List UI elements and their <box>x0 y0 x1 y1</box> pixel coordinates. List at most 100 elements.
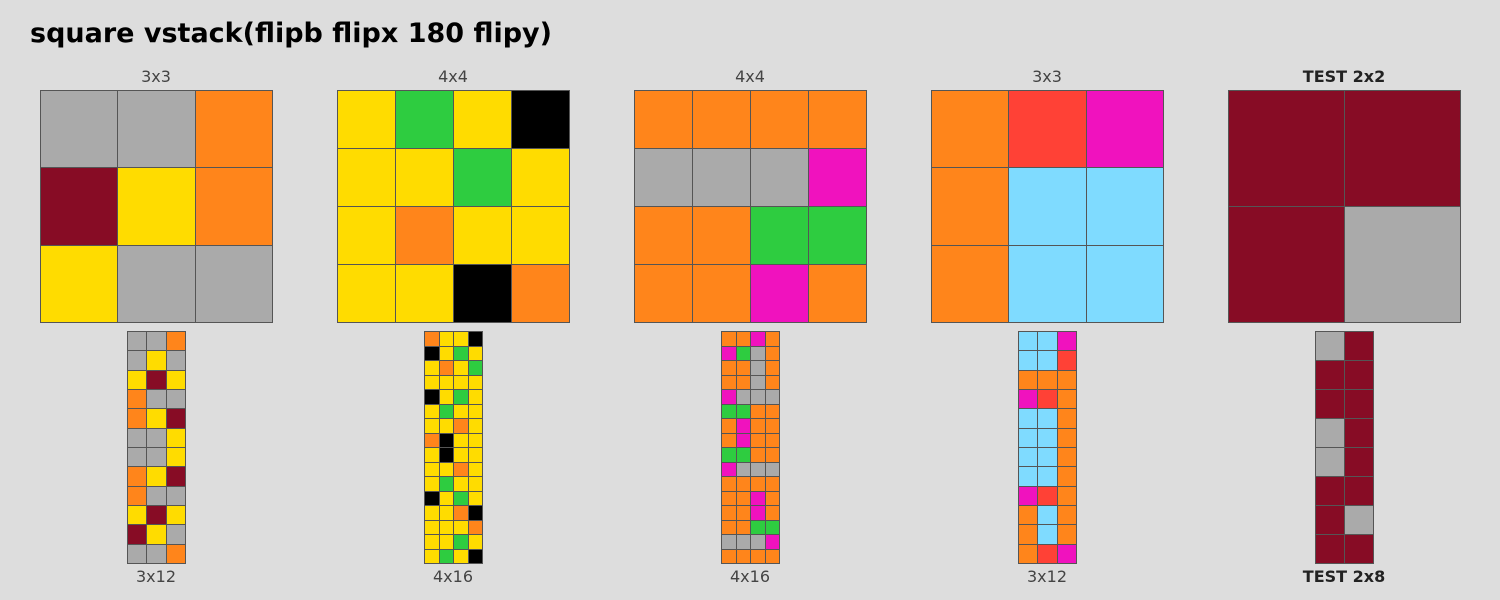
grid-cell <box>439 549 453 563</box>
grid-cell <box>765 332 779 346</box>
grid-cell <box>736 419 750 433</box>
grid-cell <box>118 245 195 322</box>
grid-cell <box>1009 245 1086 322</box>
grid-cell <box>751 433 765 447</box>
grid-cell <box>439 390 453 404</box>
grid-cell <box>468 375 482 389</box>
grid-cell <box>425 390 439 404</box>
grid-cell <box>166 467 185 486</box>
grid-cell <box>693 265 750 322</box>
output-grid <box>1018 331 1077 564</box>
grid-cell <box>439 361 453 375</box>
grid-cell <box>468 361 482 375</box>
grid-cell <box>425 491 439 505</box>
grid-cell <box>736 375 750 389</box>
grid-cell <box>1038 506 1057 525</box>
grid-cell <box>693 149 750 206</box>
grid-cell <box>1229 207 1344 322</box>
grid-cell <box>439 332 453 346</box>
grid-cell <box>41 168 118 245</box>
grid-cell <box>147 544 166 563</box>
grid-cell <box>765 433 779 447</box>
grid-cell <box>128 525 147 544</box>
grid-cell <box>932 168 1009 245</box>
grid-cell <box>468 462 482 476</box>
grid-cell <box>1316 419 1344 447</box>
grid-cell <box>128 467 147 486</box>
grid-cell <box>736 535 750 549</box>
grid-cell <box>468 506 482 520</box>
grid-cell <box>751 419 765 433</box>
grid-cell <box>1057 544 1076 563</box>
grid-cell <box>118 168 195 245</box>
grid-cell <box>147 428 166 447</box>
grid-cell <box>751 361 765 375</box>
grid-cell <box>765 477 779 491</box>
grid-cell <box>1019 351 1038 370</box>
grid-cell <box>1019 544 1038 563</box>
grid-cell <box>454 149 511 206</box>
grid-cell <box>454 477 468 491</box>
grid-cell <box>147 448 166 467</box>
grid-cell <box>736 332 750 346</box>
grid-cell <box>147 351 166 370</box>
grid-cell <box>736 462 750 476</box>
grid-cell <box>439 535 453 549</box>
grid-cell <box>1345 448 1373 476</box>
grid-cell <box>468 520 482 534</box>
grid-cell <box>722 491 736 505</box>
input-grid-label: 3x3 <box>1032 67 1062 86</box>
grid-cell <box>765 346 779 360</box>
grid-cell <box>722 433 736 447</box>
grid-cell <box>439 433 453 447</box>
grid-cell <box>147 525 166 544</box>
grid-cell <box>512 207 569 264</box>
grid-cell <box>512 265 569 322</box>
grid-cell <box>396 265 453 322</box>
grid-cell <box>454 520 468 534</box>
grid-cell <box>751 390 765 404</box>
grid-cell <box>765 506 779 520</box>
grid-cell <box>166 351 185 370</box>
grid-cell <box>468 404 482 418</box>
grid-cell <box>166 525 185 544</box>
grid-cell <box>1038 409 1057 428</box>
grid-cell <box>751 506 765 520</box>
grid-cell <box>439 375 453 389</box>
grid-cell <box>128 544 147 563</box>
grid-cell <box>512 91 569 148</box>
grid-cell <box>195 91 272 168</box>
grid-cell <box>1019 390 1038 409</box>
grid-cell <box>1229 91 1344 206</box>
grid-cell <box>635 207 692 264</box>
grid-cell <box>439 419 453 433</box>
grid-cell <box>425 462 439 476</box>
grid-cell <box>1345 535 1373 563</box>
grid-cell <box>41 91 118 168</box>
grid-cell <box>454 462 468 476</box>
grid-cell <box>454 375 468 389</box>
grid-cell <box>722 346 736 360</box>
grid-cell <box>1345 361 1373 389</box>
grid-cell <box>751 448 765 462</box>
grid-cell <box>736 491 750 505</box>
grid-cell <box>1345 390 1373 418</box>
grid-cell <box>439 520 453 534</box>
grid-cell <box>338 265 395 322</box>
grid-cell <box>1345 506 1373 534</box>
grid-cell <box>765 491 779 505</box>
grid-cell <box>1057 448 1076 467</box>
grid-cell <box>425 404 439 418</box>
grid-cell <box>765 404 779 418</box>
grid-cell <box>128 332 147 351</box>
grid-cell <box>1316 361 1344 389</box>
grid-cell <box>1316 477 1344 505</box>
grid-cell <box>1345 419 1373 447</box>
grid-cell <box>722 404 736 418</box>
grid-cell <box>1316 506 1344 534</box>
grid-cell <box>468 448 482 462</box>
grid-cell <box>765 520 779 534</box>
grid-cell <box>468 332 482 346</box>
grid-cell <box>1316 535 1344 563</box>
input-grid-label: 3x3 <box>141 67 171 86</box>
